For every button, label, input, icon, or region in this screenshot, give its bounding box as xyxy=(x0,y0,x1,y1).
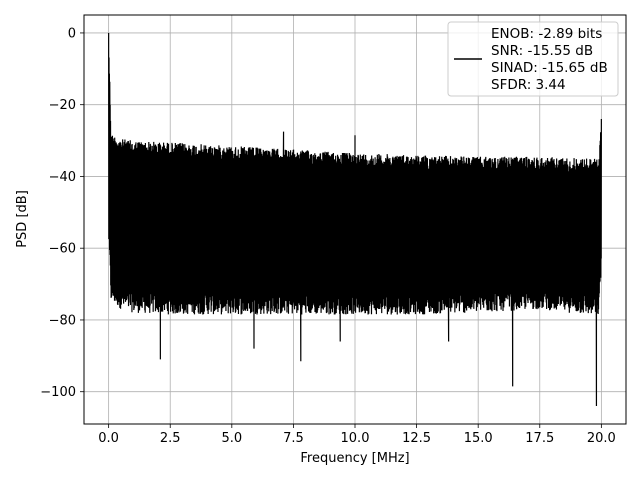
x-tick-label: 17.5 xyxy=(525,431,554,446)
x-tick-label: 20.0 xyxy=(587,431,616,446)
plot-area xyxy=(108,32,602,407)
y-tick-label: 0 xyxy=(68,26,76,41)
legend-box xyxy=(447,21,619,97)
x-ticks: 0.0 2.5 5.0 7.5 10.0 12.5 15.0 17.5 20.0 xyxy=(98,424,616,446)
legend-sfdr: SFDR: 3.44 xyxy=(491,77,566,93)
x-tick-label: 2.5 xyxy=(160,431,181,446)
x-tick-label: 12.5 xyxy=(402,431,431,446)
y-axis-label: PSD [dB] xyxy=(15,190,30,248)
y-tick-label: −20 xyxy=(49,98,76,113)
legend-sinad: SINAD: -15.65 dB xyxy=(491,60,608,76)
y-tick-label: −80 xyxy=(49,313,76,328)
legend-snr: SNR: -15.55 dB xyxy=(491,43,593,59)
series-group xyxy=(108,32,602,407)
x-tick-label: 7.5 xyxy=(283,431,304,446)
x-tick-label: 15.0 xyxy=(464,431,493,446)
x-tick-label: 10.0 xyxy=(341,431,370,446)
psd-series-line xyxy=(108,32,602,407)
x-tick-label: 0.0 xyxy=(98,431,119,446)
y-tick-label: −100 xyxy=(40,385,76,400)
legend-enob: ENOB: -2.89 bits xyxy=(491,26,602,42)
y-tick-label: −60 xyxy=(49,242,76,257)
y-ticks: 0 −20 −40 −60 −80 −100 xyxy=(40,26,84,400)
y-tick-label: −40 xyxy=(49,170,76,185)
x-axis-label: Frequency [MHz] xyxy=(300,451,409,466)
x-tick-label: 5.0 xyxy=(221,431,242,446)
legend: ENOB: -2.89 bits SNR: -15.55 dB SINAD: -… xyxy=(447,21,619,97)
